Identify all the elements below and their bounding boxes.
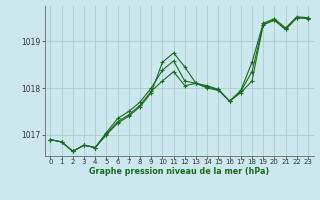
- X-axis label: Graphe pression niveau de la mer (hPa): Graphe pression niveau de la mer (hPa): [89, 167, 269, 176]
